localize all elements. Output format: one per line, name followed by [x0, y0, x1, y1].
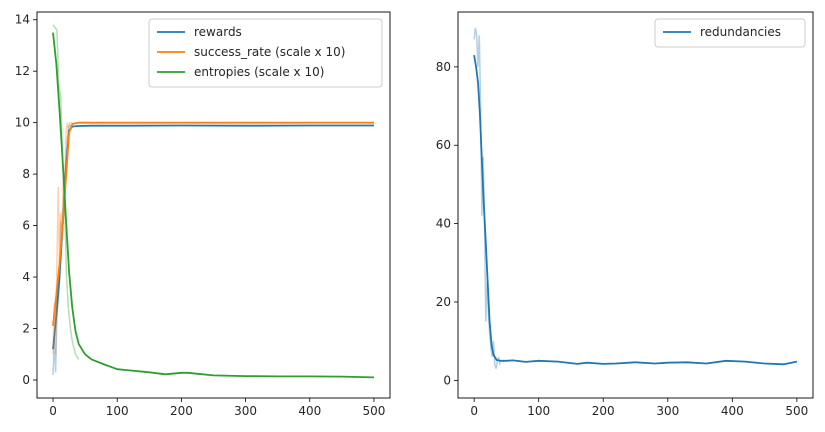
series-line — [52, 32, 375, 379]
x-tick-label: 200 — [170, 404, 193, 418]
y-tick-label: 60 — [436, 138, 451, 152]
x-tick-label: 100 — [527, 404, 550, 418]
axes-frame — [457, 11, 814, 399]
y-tick-label: 6 — [22, 219, 30, 233]
legend: rewards success_rate (scale x 10) entropie… — [148, 18, 383, 88]
series-line — [52, 121, 374, 326]
legend: redundancies — [654, 18, 806, 48]
legend-label: redundancies — [700, 25, 781, 39]
y-tick-label: 10 — [15, 116, 30, 130]
y-tick-label: 20 — [436, 295, 451, 309]
x-tick-label: 100 — [106, 404, 129, 418]
y-tick-label: 80 — [436, 60, 451, 74]
x-tick-label: 400 — [298, 404, 321, 418]
x-tick-label: 300 — [234, 404, 257, 418]
x-tick-label: 0 — [470, 404, 478, 418]
y-tick-label: 0 — [443, 373, 451, 387]
series-raw-line — [52, 121, 73, 355]
legend-box — [148, 18, 383, 88]
x-tick-label: 500 — [785, 404, 808, 418]
y-tick-label: 8 — [22, 167, 30, 181]
y-tick-label: 2 — [22, 322, 30, 336]
series-line — [473, 54, 798, 366]
legend-label: success_rate (scale x 10) — [194, 45, 345, 59]
y-tick-label: 12 — [15, 64, 30, 78]
axes-frame — [36, 11, 391, 399]
x-tick-label: 0 — [49, 404, 57, 418]
y-tick-label: 14 — [15, 13, 30, 27]
x-tick-label: 200 — [592, 404, 615, 418]
y-tick-label: 40 — [436, 217, 451, 231]
series-line — [52, 124, 374, 350]
legend-label: entropies (scale x 10) — [194, 65, 324, 79]
legend-box — [654, 18, 806, 48]
x-tick-label: 500 — [363, 404, 386, 418]
left-chart: 0 100 200 300 400 500 0 2 4 6 8 10 12 14 rewards succes… — [15, 11, 391, 418]
x-tick-label: 300 — [656, 404, 679, 418]
y-tick-label: 4 — [22, 270, 30, 284]
y-tick-label: 0 — [22, 373, 30, 387]
right-chart: 0 100 200 300 400 500 0 20 40 60 80 redundancies — [436, 11, 814, 418]
x-tick-label: 400 — [721, 404, 744, 418]
legend-label: rewards — [194, 25, 242, 39]
